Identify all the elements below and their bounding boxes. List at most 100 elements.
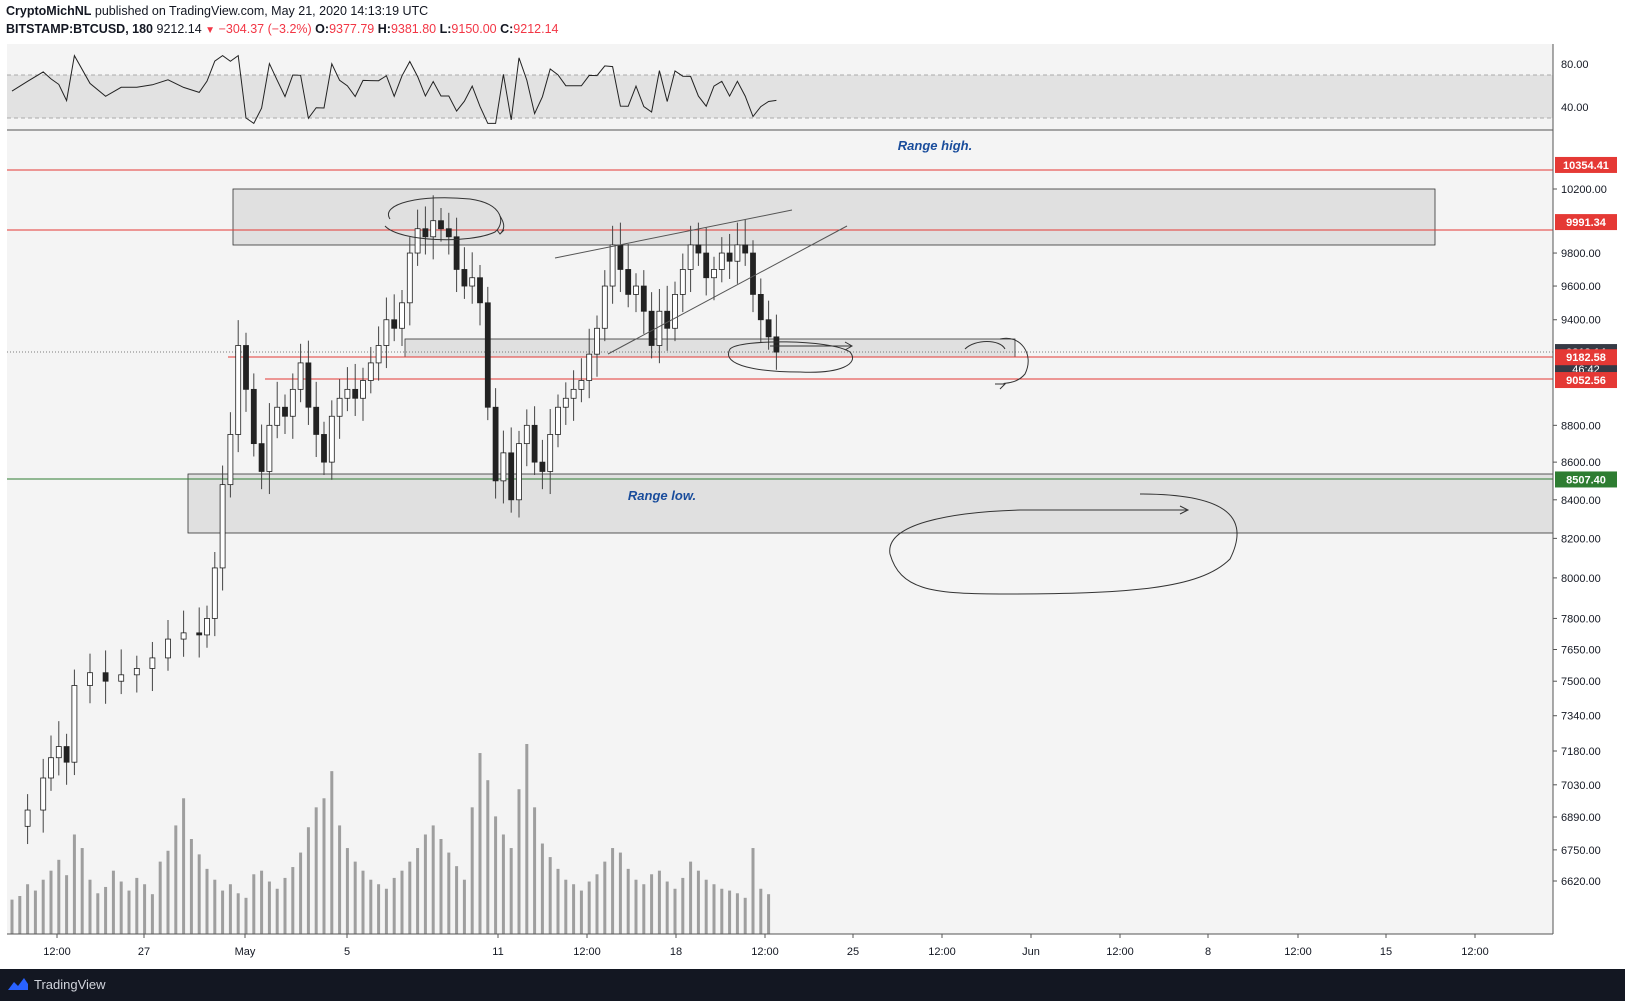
candle-body[interactable]: [594, 327, 600, 355]
candle-body[interactable]: [399, 302, 405, 329]
price-badge[interactable]: [1555, 471, 1617, 488]
candle-body[interactable]: [469, 277, 476, 287]
candle-body[interactable]: [672, 294, 678, 329]
candle-body[interactable]: [266, 424, 273, 472]
candle-body[interactable]: [484, 302, 491, 408]
candle-body[interactable]: [282, 406, 288, 417]
candle-body[interactable]: [508, 452, 515, 501]
candle-body[interactable]: [297, 362, 304, 390]
candle-body[interactable]: [165, 638, 171, 659]
candle-body[interactable]: [500, 452, 507, 482]
candle-body[interactable]: [313, 406, 320, 435]
candle-body[interactable]: [718, 252, 725, 270]
candle-body[interactable]: [453, 236, 460, 270]
chart-canvas[interactable]: Range high. Range low. 10200.00 9800.00 96…: [0, 44, 1625, 969]
candle-body[interactable]: [765, 319, 772, 338]
candle-body[interactable]: [711, 269, 717, 279]
candle-body[interactable]: [274, 406, 281, 426]
candle-body[interactable]: [617, 244, 624, 270]
candle-body[interactable]: [679, 269, 686, 295]
candle-body[interactable]: [633, 285, 639, 295]
price-badge[interactable]: [1555, 372, 1617, 389]
candle-body[interactable]: [648, 310, 655, 346]
candle-body[interactable]: [219, 484, 226, 569]
candle-body[interactable]: [227, 434, 234, 486]
candle-body[interactable]: [133, 668, 140, 676]
candle-body[interactable]: [391, 319, 398, 329]
candle-body[interactable]: [360, 380, 366, 399]
candle-body[interactable]: [204, 618, 210, 636]
candle-body[interactable]: [477, 277, 483, 304]
candle-body[interactable]: [102, 672, 109, 682]
candle-body[interactable]: [687, 244, 694, 270]
candle-body[interactable]: [71, 685, 78, 763]
candle-body[interactable]: [243, 345, 249, 390]
candle-body[interactable]: [516, 443, 522, 501]
candle-body[interactable]: [586, 353, 593, 381]
footer-brand[interactable]: TradingView: [34, 977, 106, 992]
candle-body[interactable]: [531, 424, 538, 463]
candle-body[interactable]: [438, 220, 444, 230]
candle-body[interactable]: [461, 269, 468, 287]
candle-body[interactable]: [773, 336, 780, 353]
candle-body[interactable]: [87, 672, 93, 686]
candle-body[interactable]: [609, 244, 616, 287]
candle-body[interactable]: [757, 294, 764, 321]
candle-body[interactable]: [55, 746, 62, 759]
candle-body[interactable]: [640, 285, 647, 312]
candle-body[interactable]: [40, 777, 47, 811]
candle-body[interactable]: [63, 746, 70, 763]
range-high-label[interactable]: Range high.: [898, 138, 972, 153]
candle-body[interactable]: [750, 252, 756, 295]
candle-body[interactable]: [695, 244, 702, 254]
symbol-label[interactable]: BITSTAMP:BTCUSD, 180: [6, 22, 154, 36]
candle-body[interactable]: [383, 319, 390, 346]
candle-body[interactable]: [48, 757, 54, 779]
candle-body[interactable]: [664, 310, 671, 329]
candle-body[interactable]: [742, 244, 749, 254]
candle-body[interactable]: [258, 443, 265, 472]
candle-body[interactable]: [523, 424, 530, 445]
candle-body[interactable]: [539, 461, 546, 472]
candle-body[interactable]: [211, 567, 218, 619]
candle-body[interactable]: [24, 809, 31, 827]
candle-body[interactable]: [422, 228, 429, 238]
candle-body[interactable]: [305, 362, 312, 408]
price-badge[interactable]: [1555, 156, 1617, 173]
candle-body[interactable]: [336, 397, 343, 417]
candle-body[interactable]: [367, 362, 374, 381]
candle-body[interactable]: [625, 269, 632, 295]
candle-body[interactable]: [703, 252, 710, 279]
candle-body[interactable]: [562, 397, 569, 408]
candle-body[interactable]: [375, 345, 382, 364]
trendline-upper[interactable]: [554, 209, 793, 259]
candle-body[interactable]: [289, 388, 296, 417]
price-axis[interactable]: 10200.00 9800.00 9600.00 9400.00 8800.00 8600…: [1553, 184, 1607, 888]
candle-body[interactable]: [250, 388, 257, 445]
price-badge[interactable]: [1555, 214, 1617, 231]
candle-body[interactable]: [118, 674, 125, 682]
candle-body[interactable]: [547, 434, 554, 472]
candle-body[interactable]: [344, 388, 351, 399]
candle-body[interactable]: [321, 434, 327, 463]
candle-body[interactable]: [414, 228, 421, 254]
candle-body[interactable]: [406, 252, 413, 304]
candle-body[interactable]: [180, 632, 187, 640]
candle-body[interactable]: [734, 244, 741, 262]
trendline-lower[interactable]: [607, 225, 848, 355]
candle-body[interactable]: [328, 415, 335, 463]
candle-body[interactable]: [555, 406, 561, 435]
candle-body[interactable]: [430, 220, 437, 238]
candle-body[interactable]: [601, 285, 608, 329]
candle-body[interactable]: [235, 345, 242, 435]
price-badge[interactable]: [1555, 349, 1617, 366]
candle-body[interactable]: [656, 310, 663, 346]
candle-body[interactable]: [578, 380, 585, 390]
candle-body[interactable]: [726, 252, 733, 262]
range-low-label[interactable]: Range low.: [628, 488, 696, 503]
candle-body[interactable]: [149, 657, 156, 669]
candle-body[interactable]: [352, 388, 359, 399]
candle-body[interactable]: [570, 388, 577, 399]
author-name[interactable]: CryptoMichNL: [6, 4, 92, 18]
candle-body[interactable]: [492, 406, 499, 482]
